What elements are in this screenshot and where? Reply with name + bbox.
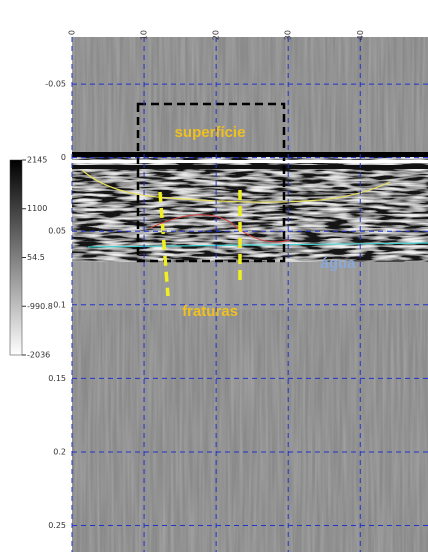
y-tick-label: 0.2: [53, 447, 66, 456]
x-tick-label: 30: [284, 30, 293, 40]
x-tick-label: 20: [212, 30, 221, 40]
colorbar-label: 2145: [27, 156, 47, 165]
annotation: fraturas: [182, 303, 238, 320]
colorbar-label: -990.8: [27, 302, 53, 311]
radargram-image: [72, 37, 428, 552]
y-tick-label: 0.25: [48, 521, 66, 530]
y-tick-label: 0.1: [53, 300, 66, 309]
annotation: água: [320, 255, 356, 272]
colorbar-label: -2036: [27, 351, 50, 360]
radargram-figure: superfície fraturas água 0 10 20 30 40 -0.05 0…: [0, 0, 428, 552]
x-tick-label: 0: [68, 30, 77, 35]
y-tick-label: -0.05: [45, 80, 66, 89]
annotation: superfície: [175, 124, 246, 141]
colorbar-label: 1100: [27, 204, 47, 213]
x-tick-label: 10: [140, 30, 149, 40]
colorbar: [10, 160, 22, 355]
y-tick-label: 0.15: [48, 374, 66, 383]
y-tick-label: 0.05: [48, 227, 66, 236]
x-tick-label: 40: [356, 30, 365, 40]
colorbar-label: 54.5: [27, 253, 45, 262]
y-tick-label: 0: [61, 153, 66, 162]
